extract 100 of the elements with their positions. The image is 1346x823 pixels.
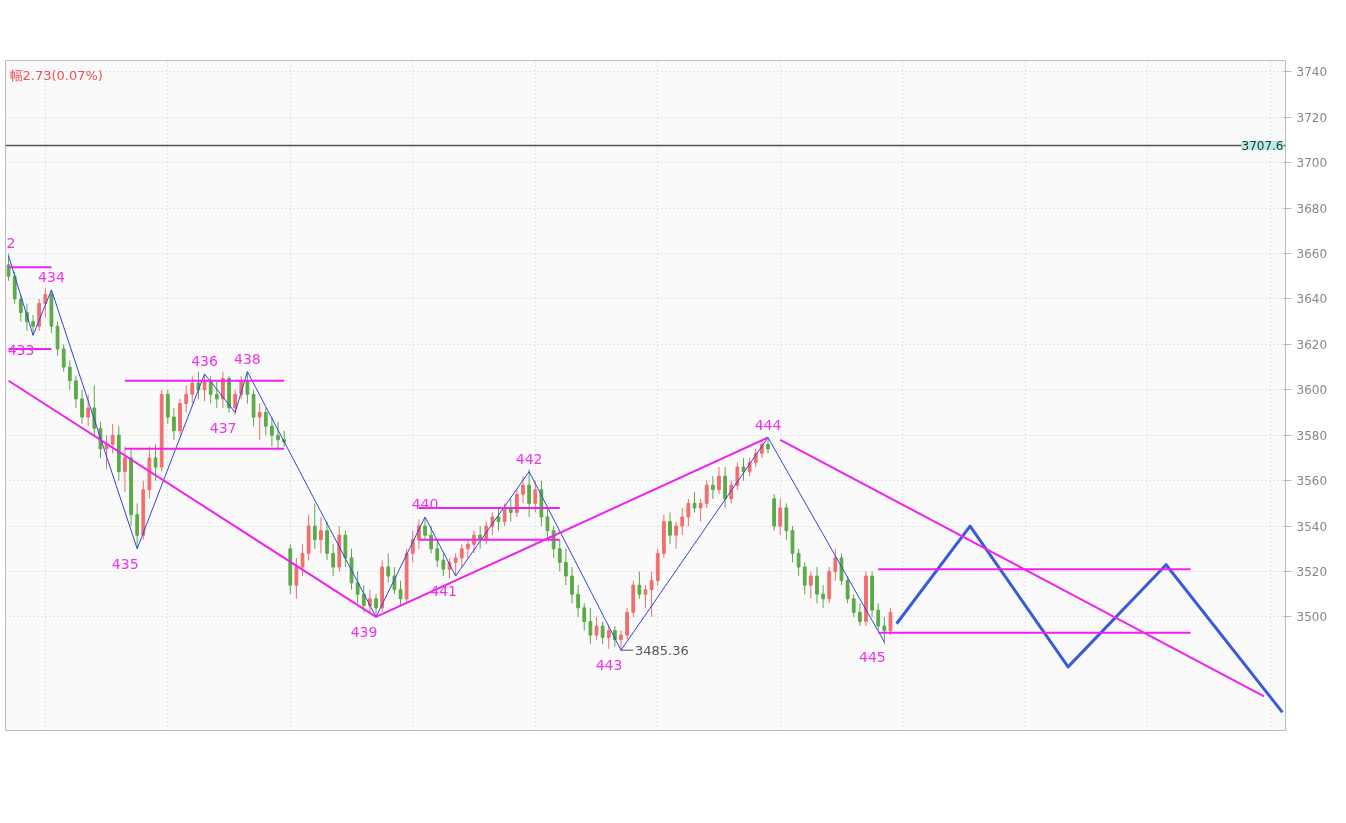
candlestick	[343, 530, 348, 568]
candlestick	[857, 602, 862, 627]
candlestick	[43, 287, 48, 318]
y-tick-label: 3700	[1296, 156, 1328, 171]
candlestick	[521, 475, 525, 504]
candlestick	[790, 525, 795, 563]
candlestick	[692, 491, 697, 513]
candlestick	[257, 402, 262, 441]
candlestick	[717, 466, 721, 495]
candlestick	[784, 502, 789, 541]
candlestick	[588, 607, 593, 645]
y-tick-label: 3560	[1296, 474, 1328, 489]
candlestick	[12, 271, 17, 305]
candlestick	[668, 511, 672, 545]
candlestick	[319, 516, 323, 554]
candlestick	[808, 571, 813, 600]
y-tick-label: 3680	[1296, 201, 1328, 216]
candlestick	[643, 584, 648, 609]
candlestick	[766, 437, 770, 454]
candlestick	[815, 566, 819, 604]
candlestick	[582, 602, 587, 632]
y-tick-label: 3660	[1296, 247, 1328, 262]
y-tick-label: 3720	[1296, 110, 1328, 125]
candlestick	[294, 557, 299, 600]
candlestick	[190, 375, 195, 404]
candlestick	[386, 552, 391, 584]
candlestick	[270, 416, 274, 448]
annotation: 438	[234, 350, 261, 367]
candlestick	[374, 593, 378, 618]
candlestick	[796, 548, 801, 577]
candlestick	[165, 389, 170, 425]
candlestick	[594, 616, 599, 641]
annotation: 幅2.73(0.07%)	[9, 67, 103, 83]
candlestick	[153, 443, 158, 482]
annotation: 445	[858, 648, 886, 665]
candlestick	[821, 584, 825, 609]
candlestick	[833, 548, 838, 582]
y-tick-label: 3600	[1296, 383, 1328, 398]
candlestick	[55, 321, 60, 357]
candlestick	[361, 584, 366, 613]
candlestick	[851, 593, 856, 618]
candlestick	[564, 548, 568, 586]
annotation: 2	[6, 234, 16, 251]
candlestick	[300, 543, 305, 577]
y-tick-label: 3620	[1296, 337, 1328, 352]
candlestick	[233, 389, 238, 416]
annotation: 436	[191, 352, 218, 369]
candlestick	[778, 498, 783, 536]
y-tick-label: 3640	[1296, 292, 1328, 307]
candlestick	[355, 571, 360, 604]
candlestick	[876, 602, 881, 632]
y-tick-label: 3540	[1296, 519, 1328, 534]
candlestick	[557, 539, 562, 573]
candlestick	[576, 584, 581, 618]
candlestick	[710, 475, 715, 500]
candlestick	[104, 434, 109, 470]
candlestick	[312, 502, 317, 550]
candlestick	[882, 616, 887, 645]
candlestick	[398, 580, 403, 607]
candlestick	[74, 375, 78, 409]
candlestick	[423, 516, 427, 541]
candlestick	[802, 561, 807, 595]
candlestick	[110, 423, 115, 454]
candlestick	[704, 480, 709, 509]
candlestick	[527, 468, 532, 518]
annotation: 442	[515, 450, 543, 467]
annotation: 435	[111, 555, 139, 572]
candlestick	[600, 620, 605, 645]
y-tick-label: 3580	[1296, 428, 1328, 443]
candlestick	[251, 389, 256, 427]
annotation: 444	[754, 416, 782, 433]
candlestick	[606, 625, 611, 650]
candlestick	[674, 521, 678, 550]
candlestick	[533, 480, 538, 513]
candlestick	[680, 507, 685, 536]
annotation: 441	[430, 583, 458, 600]
y-tick-label: 3520	[1296, 565, 1328, 580]
candlestick	[67, 359, 72, 391]
candlestick	[649, 571, 654, 618]
candlestick	[698, 498, 703, 523]
candlestick	[441, 552, 446, 577]
candlestick	[276, 421, 280, 450]
candlestick	[61, 343, 66, 373]
line-series	[895, 524, 1284, 714]
candlestick	[459, 543, 464, 568]
candlestick	[570, 566, 574, 604]
candlestick	[466, 539, 470, 559]
candlestick	[515, 489, 519, 518]
candlestick	[86, 393, 91, 427]
candlestick	[625, 607, 629, 641]
annotation: 434	[38, 268, 65, 285]
candlestick	[686, 498, 691, 527]
candlestick	[80, 389, 84, 425]
y-tick-label: 3500	[1296, 610, 1328, 625]
candlestick	[263, 407, 268, 436]
candlestick	[214, 380, 219, 409]
candlestick	[123, 446, 127, 493]
candlestick	[888, 607, 893, 636]
annotation: 439	[350, 623, 378, 640]
candlestick	[6, 253, 11, 282]
